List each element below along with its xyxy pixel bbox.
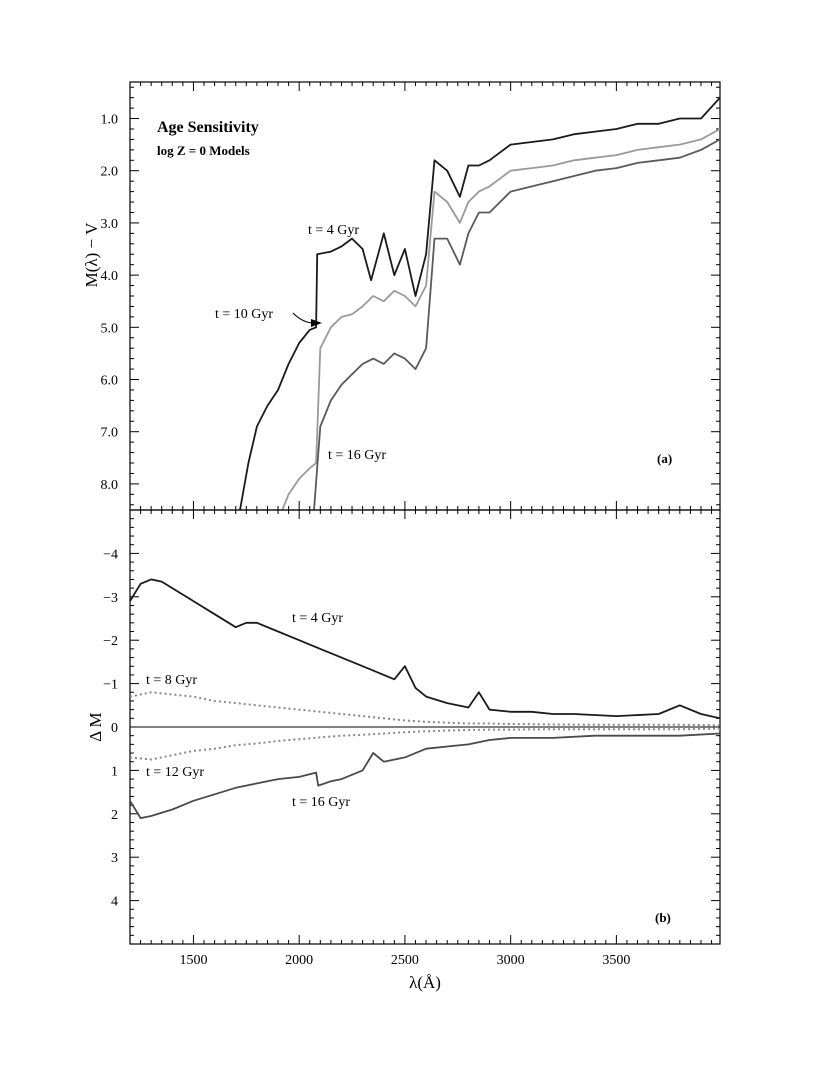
series-line-t8	[130, 691, 720, 727]
y-tick-label: 3.0	[101, 217, 119, 232]
series-line-t12	[130, 727, 720, 761]
series-line-t4	[130, 578, 720, 720]
y-tick-label: 4	[111, 895, 118, 910]
x-tick-label: 3000	[497, 953, 525, 968]
annotation-t4-a: t = 4 Gyr	[308, 223, 359, 238]
panel-a-series	[239, 97, 720, 510]
panel-a-ticks	[129, 82, 720, 510]
annotation-t4-b: t = 4 Gyr	[292, 611, 343, 626]
panel-a: 1.0 2.0 3.0 4.0 5.0 6.0 7.0 8.0 Age Sensitivity…	[82, 81, 721, 511]
panel-b-series	[130, 578, 720, 819]
panel-b: −4 −3 −2 −1 0 1 2 3 4 1500 2000 2500 3000 3500 (b) Δ …	[86, 509, 721, 992]
x-tick-label: 2000	[285, 953, 313, 968]
y-tick-label: 5.0	[101, 321, 119, 336]
y-tick-label: 0	[111, 721, 118, 736]
x-tick-label: 1500	[179, 953, 207, 968]
series-line-t16	[130, 732, 720, 819]
series-line-t10	[281, 128, 720, 510]
panel-b-ticks	[129, 509, 720, 945]
y-tick-label: 8.0	[101, 478, 119, 493]
x-tick-label: 3500	[602, 953, 630, 968]
annotation-t10-a: t = 10 Gyr	[215, 307, 273, 322]
panel-a-label: (a)	[657, 451, 672, 466]
y-tick-label: 6.0	[101, 374, 119, 389]
panel-a-y-axis-label: M(λ) − V	[82, 222, 101, 287]
series-line-t16	[313, 138, 720, 510]
panel-b-label: (b)	[655, 910, 671, 925]
y-tick-label: 3	[111, 851, 118, 866]
annotation-t12-b: t = 12 Gyr	[146, 765, 204, 780]
annotation-t16-b: t = 16 Gyr	[292, 795, 350, 810]
annotation-arrow-shaft	[292, 312, 313, 324]
y-tick-label: 2	[111, 808, 118, 823]
y-tick-label: −1	[103, 678, 118, 693]
series-line-t4	[239, 97, 720, 510]
panel-a-tick-labels: 1.0 2.0 3.0 4.0 5.0 6.0 7.0 8.0	[101, 113, 119, 493]
annotation-t16-a: t = 16 Gyr	[328, 448, 386, 463]
y-tick-label: −4	[103, 547, 118, 562]
y-tick-label: 7.0	[101, 426, 119, 441]
y-tick-label: 2.0	[101, 165, 119, 180]
x-axis-label: λ(Å)	[409, 973, 441, 992]
panel-b-y-axis-label: Δ M	[86, 712, 105, 741]
y-tick-label: −2	[103, 634, 118, 649]
annotation-t8-b: t = 8 Gyr	[146, 673, 197, 688]
chart-subtitle: log Z = 0 Models	[157, 143, 250, 158]
panel-b-tick-labels: −4 −3 −2 −1 0 1 2 3 4 1500 2000 2500 3000 3500	[103, 547, 630, 968]
annotation-arrow-head	[311, 319, 322, 327]
x-tick-label: 2500	[391, 953, 419, 968]
y-tick-label: 4.0	[101, 269, 119, 284]
y-tick-label: 1	[111, 764, 118, 779]
y-tick-label: −3	[103, 591, 118, 606]
chart-title: Age Sensitivity	[157, 119, 259, 136]
y-tick-label: 1.0	[101, 113, 119, 128]
